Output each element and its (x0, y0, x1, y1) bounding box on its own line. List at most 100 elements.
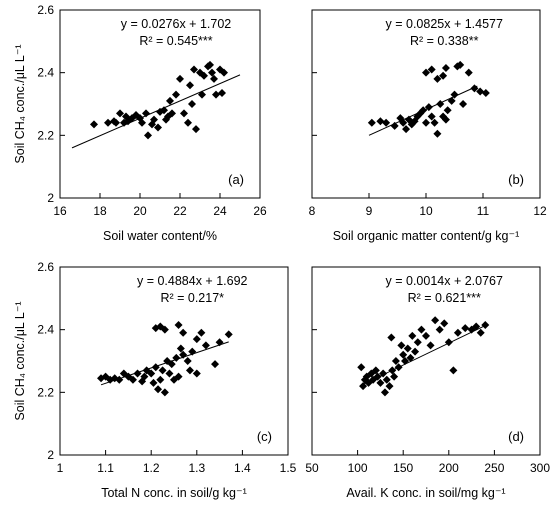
data-point (149, 378, 158, 387)
x-tick-label: 250 (484, 461, 504, 475)
data-point (411, 347, 420, 356)
panel-c: 1 1.1 1.2 1.3 1.4 1.5 2 2.2 2.4 2.6 Total N conc. … (13, 260, 297, 500)
r-squared: R² = 0.621*** (408, 291, 481, 305)
data-point (376, 378, 385, 387)
x-tick-label: 200 (439, 461, 459, 475)
data-point (142, 109, 150, 118)
data-point (186, 81, 194, 90)
data-point (128, 375, 137, 384)
data-point (212, 90, 220, 99)
data-point (435, 325, 444, 334)
data-point (422, 331, 430, 340)
x-tick-label: 18 (93, 204, 107, 218)
data-point (436, 100, 445, 108)
data-point (154, 123, 162, 132)
data-point (417, 325, 426, 334)
data-point (433, 74, 442, 83)
regression-equation: y = 0.4884x + 1.692 (137, 274, 248, 288)
data-point (382, 118, 391, 127)
data-point (220, 68, 228, 77)
data-point (90, 120, 98, 129)
y-tick-label: 2.6 (37, 3, 54, 17)
data-point (444, 338, 453, 347)
data-point (198, 90, 206, 99)
data-point (200, 71, 208, 80)
data-point (464, 68, 473, 77)
data-point (147, 369, 156, 378)
x-tick-label: 300 (530, 461, 550, 475)
data-point (385, 382, 394, 391)
data-point (470, 84, 479, 93)
data-point (456, 60, 465, 69)
x-axis-title: Avail. K conc. in soil/mg kg⁻¹ (346, 486, 505, 500)
data-point (427, 112, 436, 121)
data-point (165, 369, 174, 378)
y-axis-title: Soil CH₄ conc./μL L⁻¹ (13, 44, 27, 163)
data-point (144, 131, 152, 140)
data-point (422, 118, 430, 127)
data-point (461, 324, 470, 333)
data-point (430, 118, 439, 127)
panel-label: (a) (228, 172, 244, 187)
data-point (215, 338, 224, 347)
y-tick-label: 2 (47, 191, 54, 205)
data-point (158, 366, 167, 375)
data-point (453, 328, 462, 337)
x-tick-label: 1.3 (188, 461, 205, 475)
data-point (399, 118, 408, 127)
data-point (433, 129, 442, 138)
x-tick-label: 22 (173, 204, 187, 218)
data-point (168, 109, 176, 118)
data-point (156, 375, 165, 384)
r-squared: R² = 0.217* (160, 291, 224, 305)
data-point (138, 118, 146, 127)
data-point (140, 372, 149, 381)
plot-frame (59, 9, 261, 199)
data-point (179, 350, 188, 359)
data-point (183, 357, 192, 365)
plot-frame (311, 266, 541, 456)
data-point (174, 372, 183, 381)
data-point (185, 366, 194, 375)
x-tick-label: 8 (309, 204, 316, 218)
x-tick-label: 100 (348, 461, 368, 475)
data-point (112, 118, 120, 127)
data-point (210, 74, 218, 83)
data-point (371, 366, 380, 375)
panel-d: 50 100 150 200 250 300 Avail. K conc. in soil/… (305, 266, 550, 500)
data-point (481, 320, 490, 329)
data-point (201, 341, 210, 350)
data-point (176, 74, 184, 83)
data-point (450, 90, 459, 99)
data-point (172, 90, 180, 99)
data-point (160, 106, 168, 115)
x-tick-label: 26 (253, 204, 267, 218)
data-point (390, 121, 399, 130)
data-point (192, 369, 201, 378)
x-tick-label: 9 (366, 204, 373, 218)
trendline (100, 341, 229, 386)
x-tick-label: 16 (53, 204, 67, 218)
data-point (403, 344, 412, 353)
data-point (481, 89, 490, 98)
y-tick-label: 2.2 (37, 128, 54, 142)
data-point (192, 125, 200, 134)
data-point (390, 372, 399, 381)
data-point (154, 385, 163, 394)
data-point (459, 100, 468, 108)
data-point (179, 328, 188, 337)
data-point (388, 366, 397, 375)
data-point (197, 328, 206, 337)
r-squared: R² = 0.545*** (139, 34, 212, 48)
x-axis-title: Total N conc. in soil/g kg⁻¹ (101, 486, 247, 500)
data-point (439, 71, 448, 80)
data-point (188, 347, 197, 356)
data-point (379, 369, 388, 378)
data-point (447, 96, 456, 105)
x-tick-label: 20 (133, 204, 147, 218)
x-tick-label: 1.1 (97, 461, 114, 475)
data-point (391, 357, 400, 365)
data-point (373, 372, 382, 381)
data-point (441, 63, 450, 72)
